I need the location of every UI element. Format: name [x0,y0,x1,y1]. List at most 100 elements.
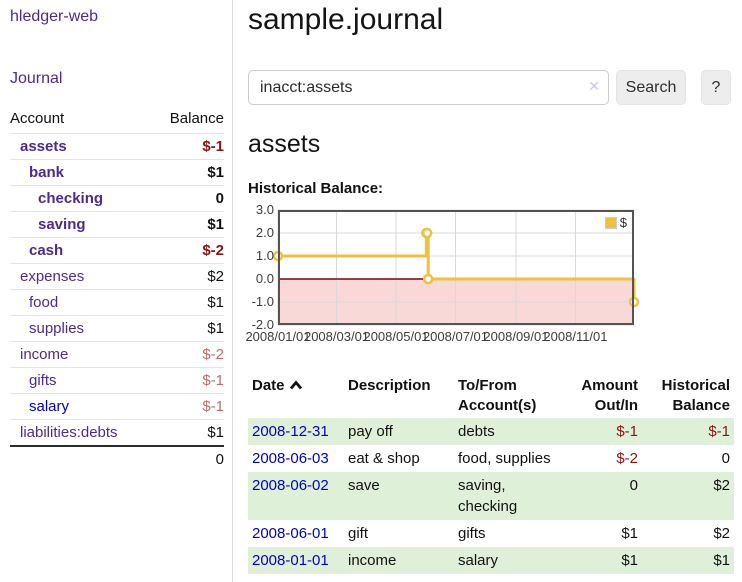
account-row: saving $1 [10,211,224,238]
x-tick-label: 2008/03/01 [303,329,370,344]
historical-balance-chart: $ 3.0 2.0 1.0 0.0 -1.0 -2.0 2008/01/01 2008/03/… [245,202,734,350]
table-row: 2008-12-31 pay off debts $-1 $-1 [248,418,734,445]
account-cell: cash [10,237,153,264]
register-date-cell: 2008-01-01 [248,547,344,574]
register-date-cell: 2008-06-03 [248,445,344,472]
account-cell: income [10,341,153,368]
account-cell: food [10,289,153,316]
accounts-table-header-row: Account Balance [10,107,224,134]
register-amount-cell: $1 [621,552,638,569]
brand-link[interactable]: hledger-web [10,8,99,25]
chart-plot-area: $ [272,209,640,326]
x-tick-label: 2008/09/01 [483,329,549,344]
register-balance-cell: $2 [713,525,730,542]
account-link[interactable]: expenses [20,268,85,285]
account-cell: checking [10,185,153,212]
register-sort-date[interactable]: Date [248,374,344,418]
register-balance-cell: $1 [713,552,730,569]
y-tick-label: 2.0 [255,225,274,240]
account-link[interactable]: assets [20,138,67,155]
account-link[interactable]: liabilities:debts [20,424,118,441]
sidebar-item-journal[interactable]: Journal [10,70,63,87]
account-cell: supplies [10,315,153,342]
chart-border [278,210,634,325]
search-form: ✕ Search ? [248,70,734,105]
x-tick-label: 2008/01/01 [245,329,311,344]
register-description-cell: income [348,552,397,569]
register-header-amount: Amount Out/In [581,377,638,414]
account-balance: 0 [152,185,224,212]
register-balance-cell: $-1 [708,423,730,440]
register-balance-cell: $2 [713,477,730,494]
register-description-cell: gift [348,525,369,542]
register-header-balance: Historical Balance [661,377,730,414]
account-link[interactable]: saving [38,216,86,233]
y-tick-label: -2.0 [251,317,274,332]
y-tick-label: -1.0 [251,294,274,309]
account-table-body: assets $-1 bank $1 checking 0 saving $1 cash $-2 e… [10,133,224,446]
x-tick-label: 2008/07/01 [422,329,489,344]
account-link[interactable]: income [20,346,69,363]
register-accounts-cell: debts [458,423,495,440]
account-balance: $-1 [152,133,224,160]
account-balance: $1 [152,289,224,316]
account-row: bank $1 [10,159,224,186]
sidebar: hledger-web Journal Account Balance asse… [0,0,233,582]
table-row: 2008-01-01 income salary $1 $1 [248,547,734,574]
data-point-marker [422,273,434,285]
account-balance: $-1 [152,393,224,420]
account-balance: $1 [152,419,224,446]
accounts-header-balance: Balance [169,110,224,127]
clear-search-icon[interactable]: ✕ [588,78,600,94]
register-date-link[interactable]: 2008-06-03 [252,450,329,467]
help-button[interactable]: ? [701,70,731,105]
account-link[interactable]: checking [38,190,104,207]
accounts-table: Account Balance assets $-1 bank $1 checking 0… [10,107,224,472]
search-input[interactable] [248,70,609,105]
register-amount-cell: $-1 [616,423,638,440]
account-row: liabilities:debts $1 [10,419,224,446]
register-header-tofrom: To/From Account(s) [458,377,537,414]
register-date-link[interactable]: 2008-12-31 [252,423,329,440]
account-link[interactable]: salary [29,398,70,415]
register-description-cell: save [348,477,380,494]
search-button[interactable]: Search [616,70,686,105]
register-date-link[interactable]: 2008-01-01 [252,552,329,569]
register-accounts-cell: gifts [458,525,486,542]
account-balance: $2 [152,263,224,290]
account-link[interactable]: supplies [29,320,85,337]
account-balance: $-1 [152,367,224,394]
legend-label: $ [619,215,627,230]
account-link[interactable]: bank [29,164,65,181]
account-link[interactable]: food [29,294,59,311]
register-header-date: Date [252,377,285,394]
register-accounts-cell: salary [458,552,499,569]
accounts-total-row: 0 [10,445,224,472]
search-box: ✕ [248,70,609,105]
register-table: Date Description To/From Account(s) Amou… [248,374,734,574]
register-date-link[interactable]: 2008-06-02 [252,477,329,494]
table-row: 2008-06-01 gift gifts $1 $2 [248,520,734,547]
account-row: assets $-1 [10,133,224,160]
register-date-link[interactable]: 2008-06-01 [252,525,329,542]
register-balance-cell: 0 [721,450,730,467]
y-tick-label: 1.0 [255,248,274,263]
register-description-cell: eat & shop [348,450,420,467]
account-link[interactable]: gifts [29,372,57,389]
chart-canvas [272,209,640,326]
register-accounts-cell: food, supplies [458,450,551,467]
register-amount-cell: 0 [629,477,638,494]
register-header-description: Description [348,377,431,394]
account-row: cash $-2 [10,237,224,264]
account-link[interactable]: cash [29,242,64,259]
account-balance: $1 [152,211,224,238]
account-row: salary $-1 [10,393,224,420]
legend-swatch-icon [604,216,617,229]
account-cell: salary [10,393,153,420]
y-tick-label: 0.0 [255,271,274,286]
register-table-body: 2008-12-31 pay off debts $-1 $-1 2008-06-03 ea… [248,418,734,574]
x-tick-label: 2008/05/01 [363,329,429,344]
account-row: food $1 [10,289,224,316]
data-point-marker [421,227,433,239]
